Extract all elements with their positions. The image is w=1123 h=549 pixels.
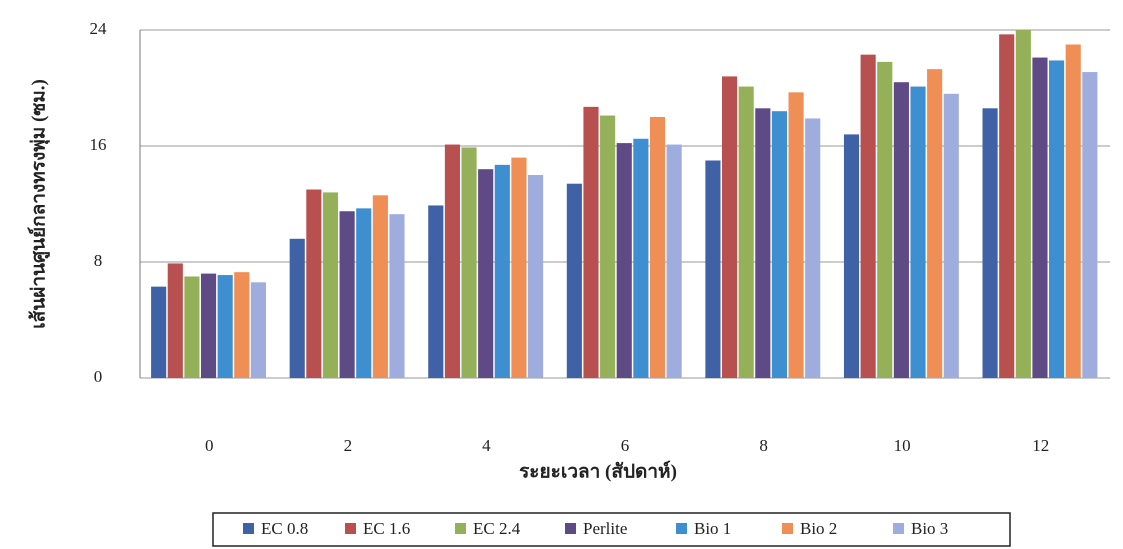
bar xyxy=(461,147,477,378)
bar xyxy=(705,160,721,378)
bar xyxy=(356,208,372,378)
y-tick-label: 8 xyxy=(94,251,103,270)
legend-label: Bio 2 xyxy=(800,519,837,538)
x-axis-title: ระยะเวลา (สัปดาห์) xyxy=(519,460,677,482)
bar xyxy=(893,82,909,378)
bar xyxy=(1032,57,1048,379)
bar xyxy=(910,86,926,379)
bar xyxy=(250,282,266,378)
bar xyxy=(322,192,339,378)
bar xyxy=(566,183,582,378)
bar xyxy=(982,108,998,379)
bar xyxy=(444,144,460,378)
x-tick-label: 2 xyxy=(344,436,353,455)
x-tick-label: 8 xyxy=(759,436,768,455)
bar xyxy=(843,134,860,378)
legend-box xyxy=(212,512,1011,547)
legend-label: Bio 1 xyxy=(694,519,731,538)
bar xyxy=(666,144,682,378)
bar xyxy=(616,143,632,378)
bar xyxy=(788,92,804,378)
bar xyxy=(877,61,893,379)
legend-swatch xyxy=(345,523,356,534)
bar xyxy=(1015,30,1031,378)
bar xyxy=(805,118,821,378)
bar xyxy=(306,189,322,378)
legend-label: EC 1.6 xyxy=(363,519,410,538)
legend-swatch xyxy=(893,523,904,534)
bar xyxy=(583,106,599,378)
bar xyxy=(528,175,544,378)
legend-swatch xyxy=(565,523,576,534)
bar xyxy=(649,117,666,378)
bar xyxy=(1049,60,1065,378)
legend-label: Perlite xyxy=(583,519,627,538)
bar xyxy=(943,93,959,379)
bar xyxy=(927,69,943,379)
legend-swatch xyxy=(243,523,254,534)
bar xyxy=(478,169,494,378)
bar xyxy=(738,86,754,379)
bar xyxy=(184,276,200,378)
bar xyxy=(755,108,771,379)
bar xyxy=(771,111,788,378)
bar xyxy=(389,214,405,378)
bar xyxy=(633,138,649,378)
x-tick-label: 6 xyxy=(621,436,630,455)
y-tick-label: 0 xyxy=(94,367,103,386)
x-tick-label: 4 xyxy=(482,436,491,455)
legend-swatch xyxy=(455,523,466,534)
bar xyxy=(167,263,183,378)
bar xyxy=(722,76,738,379)
bar xyxy=(494,164,510,378)
legend-swatch xyxy=(782,523,793,534)
legend-label: EC 2.4 xyxy=(473,519,521,538)
y-tick-label: 24 xyxy=(90,19,108,38)
legend-label: Bio 3 xyxy=(911,519,948,538)
y-tick-label: 16 xyxy=(90,135,107,154)
bar xyxy=(999,34,1015,378)
legend-label: EC 0.8 xyxy=(261,519,308,538)
y-axis-title: เส้นผ่านศูนย์กลางทรงพุ่ม (ซม.) xyxy=(27,79,50,329)
bar xyxy=(372,195,388,378)
x-tick-label: 0 xyxy=(205,436,214,455)
legend-swatch xyxy=(676,523,687,534)
bar xyxy=(151,286,167,378)
bar xyxy=(860,54,876,379)
bar xyxy=(1065,44,1081,378)
bar xyxy=(234,272,250,378)
x-tick-label: 12 xyxy=(1032,436,1049,455)
bar xyxy=(200,273,217,378)
bar xyxy=(339,211,355,378)
bar xyxy=(600,115,616,379)
bar xyxy=(289,238,305,378)
x-tick-label: 10 xyxy=(894,436,911,455)
bar xyxy=(428,205,444,378)
bar xyxy=(511,157,527,378)
bar xyxy=(1082,72,1098,379)
bar xyxy=(217,275,233,378)
